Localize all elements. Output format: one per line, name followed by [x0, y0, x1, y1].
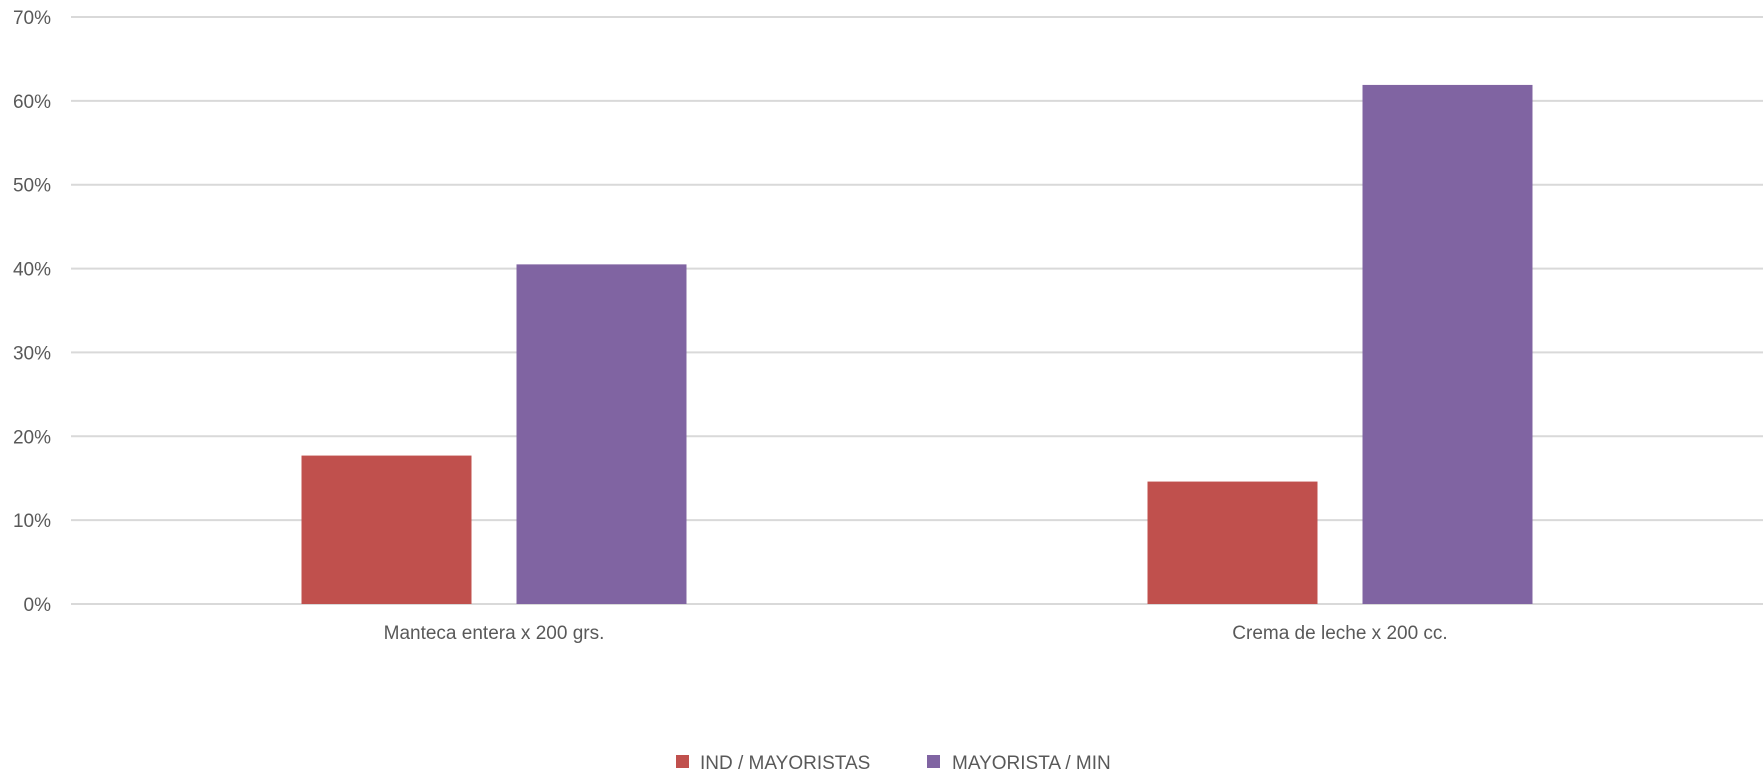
y-tick-label: 10% — [13, 511, 51, 532]
legend-swatch — [927, 755, 940, 768]
y-tick-label: 0% — [24, 595, 52, 616]
bars — [301, 84, 1533, 604]
y-tick-label: 30% — [13, 343, 51, 364]
legend-swatch — [676, 755, 689, 768]
legend-label: IND / MAYORISTAS — [700, 753, 870, 773]
y-tick-label: 20% — [13, 427, 51, 448]
bar-mayorista-min-1 — [1362, 84, 1533, 604]
y-tick-label: 50% — [13, 176, 51, 197]
y-tick-label: 60% — [13, 92, 51, 113]
y-tick-label: 40% — [13, 260, 51, 281]
legend: IND / MAYORISTAS MAYORISTA / MIN — [676, 753, 1111, 773]
bar-mayorista-min-0 — [516, 264, 687, 604]
y-axis-tick-labels: 0% 10% 20% 30% 40% 50% 60% 70% — [13, 8, 51, 616]
x-category-label: Manteca entera x 200 grs. — [384, 623, 605, 644]
bar-ind-mayoristas-1 — [1147, 481, 1318, 604]
bar-ind-mayoristas-0 — [301, 455, 472, 604]
x-category-label: Crema de leche x 200 cc. — [1232, 623, 1447, 644]
legend-label: MAYORISTA / MIN — [952, 753, 1111, 773]
x-axis-category-labels: Manteca entera x 200 grs. Crema de leche … — [384, 623, 1448, 644]
y-tick-label: 70% — [13, 8, 51, 29]
